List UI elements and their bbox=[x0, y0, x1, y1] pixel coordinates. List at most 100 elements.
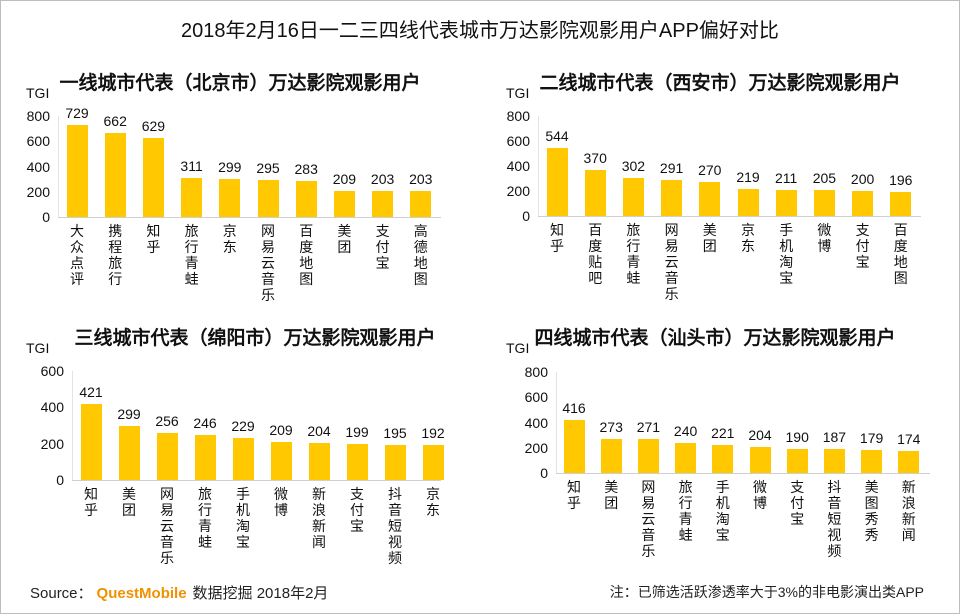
x-category-label: 抖音短视频 bbox=[388, 486, 402, 566]
y-tick-label: 200 bbox=[506, 183, 530, 199]
data-label: 662 bbox=[103, 113, 127, 130]
bar bbox=[890, 191, 912, 216]
y-axis-label: TGI bbox=[506, 85, 530, 101]
main-title: 2018年2月16日一二三四线代表城市万达影院观影用户APP偏好对比 bbox=[181, 20, 779, 42]
x-axis-line bbox=[556, 473, 930, 474]
y-axis-line bbox=[58, 116, 59, 217]
bar bbox=[699, 182, 721, 216]
bar bbox=[181, 177, 203, 217]
x-category-label: 网易云音乐 bbox=[261, 223, 275, 303]
bar bbox=[422, 445, 444, 480]
data-label: 211 bbox=[775, 169, 798, 186]
x-category-label: 百度地图 bbox=[299, 223, 314, 287]
y-axis-label: TGI bbox=[506, 340, 530, 356]
bar bbox=[637, 438, 659, 473]
bar bbox=[142, 137, 164, 217]
data-label: 271 bbox=[636, 418, 661, 435]
bar bbox=[295, 181, 317, 217]
x-category-label: 百度贴吧 bbox=[588, 222, 603, 286]
x-category-label: 支付宝 bbox=[790, 479, 805, 527]
data-label: 302 bbox=[621, 158, 646, 175]
data-label: 629 bbox=[141, 117, 166, 134]
y-tick-label: 0 bbox=[56, 472, 64, 488]
data-label: 299 bbox=[117, 405, 141, 422]
y-axis-line bbox=[556, 372, 557, 473]
x-category-label: 微博 bbox=[817, 222, 832, 254]
y-tick-label: 0 bbox=[522, 208, 530, 224]
data-label: 187 bbox=[822, 429, 847, 446]
x-category-label: 新浪新闻 bbox=[312, 486, 326, 550]
bar bbox=[861, 450, 883, 473]
chart-title: 四线城市代表（汕头市）万达影院观影用户 bbox=[534, 328, 896, 349]
bar bbox=[823, 449, 845, 473]
x-category-label: 京东 bbox=[222, 223, 237, 255]
data-label: 196 bbox=[889, 171, 913, 188]
bar bbox=[308, 442, 330, 480]
y-tick-label: 0 bbox=[42, 209, 50, 225]
bar bbox=[775, 189, 797, 216]
bar bbox=[749, 447, 771, 473]
x-category-label: 支付宝 bbox=[375, 223, 390, 271]
bar bbox=[852, 191, 874, 216]
data-label: 195 bbox=[383, 424, 407, 441]
x-category-label: 知乎 bbox=[146, 223, 161, 255]
y-tick-label: 200 bbox=[26, 183, 50, 200]
data-label: 219 bbox=[736, 168, 760, 185]
data-label: 544 bbox=[545, 128, 569, 144]
data-label: 200 bbox=[850, 171, 875, 187]
bar bbox=[270, 442, 292, 480]
bar bbox=[333, 190, 355, 217]
x-category-label: 旅行青蛙 bbox=[198, 486, 212, 550]
data-label: 209 bbox=[269, 422, 293, 439]
bar bbox=[66, 124, 88, 217]
y-tick-label: 400 bbox=[506, 158, 530, 174]
y-tick-label: 400 bbox=[40, 399, 64, 416]
x-category-label: 网易云音乐 bbox=[641, 479, 656, 559]
x-category-label: 新浪新闻 bbox=[901, 479, 916, 543]
y-tick-label: 200 bbox=[40, 435, 64, 452]
y-tick-label: 800 bbox=[506, 108, 530, 124]
x-axis-line bbox=[538, 216, 921, 217]
data-label: 421 bbox=[79, 383, 103, 400]
y-tick-label: 400 bbox=[26, 158, 50, 175]
data-label: 729 bbox=[65, 104, 89, 121]
y-tick-label: 600 bbox=[40, 363, 64, 379]
data-label: 203 bbox=[409, 171, 433, 188]
bar bbox=[546, 148, 568, 216]
y-tick-label: 400 bbox=[524, 414, 548, 431]
x-category-label: 支付宝 bbox=[855, 222, 870, 270]
y-tick-label: 800 bbox=[26, 108, 50, 124]
bar bbox=[372, 191, 394, 217]
x-category-label: 京东 bbox=[426, 486, 440, 518]
bar bbox=[346, 443, 368, 480]
y-tick-label: 600 bbox=[506, 133, 530, 149]
bar bbox=[194, 435, 216, 480]
bar bbox=[600, 438, 622, 473]
bar bbox=[219, 179, 241, 217]
data-label: 209 bbox=[332, 170, 357, 187]
source-footer: Source： QuestMobile 数据挖掘 2018年2月 bbox=[30, 582, 328, 603]
bar bbox=[563, 420, 585, 473]
y-tick-label: 0 bbox=[540, 465, 548, 481]
chart-title: 一线城市代表（北京市）万达影院观影用户 bbox=[59, 73, 421, 94]
x-category-label: 网易云音乐 bbox=[664, 222, 679, 302]
y-axis-line bbox=[538, 116, 539, 216]
x-axis-line bbox=[72, 480, 441, 481]
x-category-label: 京东 bbox=[741, 222, 755, 254]
x-category-label: 支付宝 bbox=[350, 486, 364, 534]
bar bbox=[80, 403, 102, 480]
bar bbox=[118, 425, 140, 480]
x-category-label: 抖音短视频 bbox=[827, 479, 842, 559]
bar bbox=[232, 438, 254, 480]
brand-logo: QuestMobile bbox=[96, 585, 187, 602]
bar bbox=[156, 433, 178, 480]
bar bbox=[622, 178, 644, 216]
bar bbox=[661, 179, 683, 216]
data-label: 205 bbox=[812, 170, 837, 187]
x-category-label: 美图秀秀 bbox=[864, 479, 879, 543]
bar bbox=[104, 133, 126, 217]
x-category-label: 旅行青蛙 bbox=[626, 222, 641, 286]
bar bbox=[384, 444, 406, 480]
data-label: 221 bbox=[711, 425, 735, 442]
data-label: 270 bbox=[698, 162, 722, 179]
